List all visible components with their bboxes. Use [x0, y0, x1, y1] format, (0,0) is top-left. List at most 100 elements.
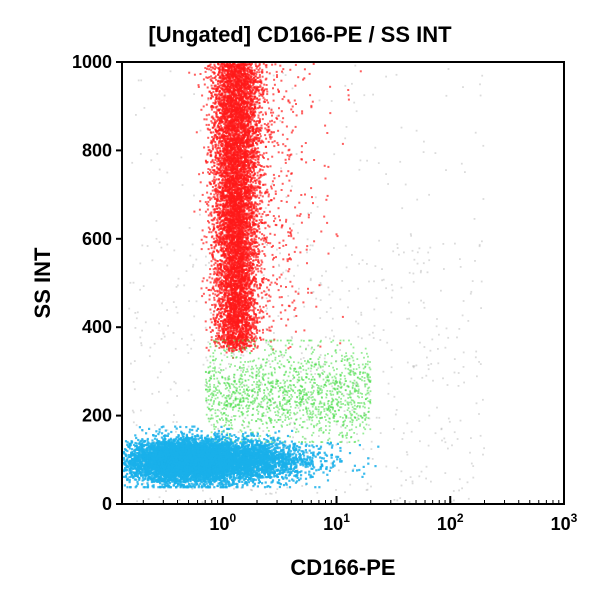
debris-point — [306, 452, 309, 454]
debris-point — [344, 491, 346, 494]
granulocyte-point — [251, 92, 254, 95]
debris-point — [140, 409, 142, 412]
debris-point — [480, 280, 483, 283]
debris-point — [362, 448, 365, 451]
granulocyte-point — [215, 327, 218, 329]
debris-point — [142, 482, 145, 485]
granulocyte-point — [267, 125, 270, 128]
debris-point — [321, 369, 324, 372]
debris-point — [312, 386, 315, 388]
granulocyte-point — [336, 235, 339, 238]
granulocyte-point — [214, 345, 217, 348]
granulocyte-point — [250, 75, 253, 78]
debris-point — [319, 373, 321, 376]
granulocyte-point — [291, 285, 294, 288]
debris-point — [359, 159, 362, 162]
debris-point — [416, 198, 419, 201]
granulocyte-point — [223, 274, 226, 277]
granulocyte-point — [252, 310, 255, 313]
granulocyte-point — [277, 129, 280, 132]
debris-point — [187, 352, 190, 354]
debris-point — [445, 327, 448, 330]
debris-point — [445, 94, 448, 97]
granulocyte-point — [228, 281, 231, 284]
debris-point — [223, 354, 226, 357]
debris-point — [150, 159, 153, 162]
granulocyte-point — [232, 81, 235, 84]
debris-point — [444, 441, 447, 444]
granulocyte-point — [222, 305, 225, 308]
debris-point — [262, 274, 265, 277]
granulocyte-point — [255, 152, 258, 155]
debris-point — [458, 328, 461, 330]
debris-point — [330, 100, 333, 102]
debris-point — [437, 362, 440, 365]
debris-point — [462, 366, 465, 368]
granulocyte-point — [288, 155, 291, 158]
debris-point — [345, 126, 348, 128]
granulocyte-point — [263, 234, 266, 237]
granulocyte-point — [220, 142, 223, 145]
granulocyte-point — [277, 144, 280, 146]
debris-point — [261, 383, 263, 386]
debris-point — [135, 317, 138, 320]
granulocyte-point — [259, 78, 262, 81]
granulocyte-point — [215, 198, 218, 200]
granulocyte-point — [204, 70, 207, 73]
granulocyte-point — [266, 286, 269, 289]
debris-point — [393, 499, 396, 501]
granulocyte-point — [291, 301, 294, 304]
debris-point — [271, 183, 274, 185]
debris-point — [432, 379, 434, 382]
granulocyte-point — [214, 306, 216, 309]
debris-point — [302, 401, 305, 403]
debris-point — [356, 416, 359, 419]
debris-point — [242, 383, 245, 386]
granulocyte-point — [270, 325, 273, 328]
debris-point — [265, 310, 267, 312]
debris-point — [295, 413, 297, 415]
debris-point — [472, 476, 475, 479]
granulocyte-point — [230, 330, 233, 332]
debris-point — [378, 239, 380, 242]
granulocyte-point — [319, 345, 322, 348]
debris-point — [399, 497, 402, 499]
granulocyte-point — [257, 99, 260, 101]
granulocyte-point — [251, 109, 254, 112]
debris-point — [185, 270, 188, 272]
debris-point — [358, 262, 360, 265]
granulocyte-point — [249, 341, 252, 344]
granulocyte-point — [222, 122, 225, 125]
granulocyte-point — [261, 106, 264, 109]
granulocyte-point — [272, 99, 275, 102]
granulocyte-point — [281, 133, 284, 136]
granulocyte-point — [256, 318, 259, 321]
debris-point — [435, 325, 438, 328]
debris-point — [333, 247, 335, 249]
debris-point — [387, 183, 389, 185]
debris-point — [352, 392, 354, 395]
granulocyte-point — [267, 195, 270, 198]
debris-point — [471, 280, 474, 282]
granulocyte-point — [258, 170, 261, 173]
debris-point — [443, 437, 446, 440]
debris-point — [284, 74, 287, 76]
debris-point — [306, 418, 308, 421]
granulocyte-point — [280, 296, 283, 299]
granulocyte-point — [253, 333, 256, 336]
debris-point — [242, 354, 245, 357]
debris-point — [178, 499, 181, 501]
debris-point — [204, 326, 207, 329]
debris-point — [450, 500, 453, 503]
debris-point — [440, 428, 443, 431]
granulocyte-point — [247, 156, 250, 159]
debris-point — [418, 475, 421, 478]
debris-point — [430, 480, 432, 483]
granulocyte-point — [268, 210, 271, 213]
granulocyte-point — [208, 298, 211, 301]
granulocyte-point — [203, 235, 206, 238]
debris-point — [467, 320, 470, 322]
debris-point — [459, 258, 461, 260]
granulocyte-point — [207, 146, 210, 149]
granulocyte-point — [213, 111, 216, 114]
